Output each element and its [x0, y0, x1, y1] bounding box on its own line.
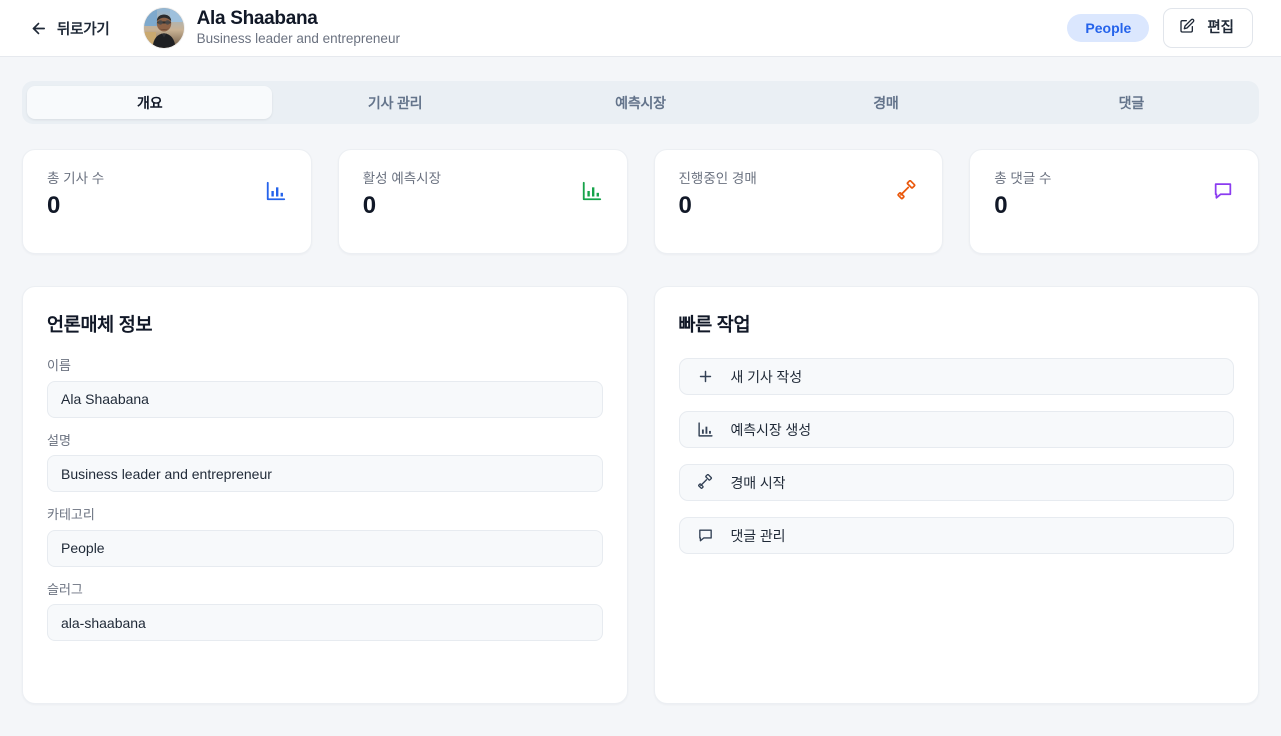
- header-actions: People 편집: [1067, 8, 1253, 48]
- bar-chart-icon: [581, 180, 603, 202]
- stat-label: 총 댓글 수: [994, 171, 1052, 186]
- field-category: 카테고리: [47, 507, 603, 567]
- quick-actions-list: 새 기사 작성 예측시장 생성: [678, 358, 1234, 554]
- name-field[interactable]: [47, 380, 603, 418]
- field-label: 설명: [47, 432, 71, 448]
- bar-chart-icon: [265, 180, 287, 202]
- page-title: Ala Shaabana: [196, 8, 318, 30]
- stat-card-ongoing-auctions: 진행중인 경매 0: [653, 149, 944, 254]
- stat-label: 활성 예측시장: [362, 171, 442, 186]
- panel-title: 언론매체 정보: [47, 314, 153, 335]
- media-info-panel: 언론매체 정보 이름 설명 카테고리 슬러그: [22, 286, 628, 704]
- chat-bubble-icon: [697, 527, 714, 544]
- stat-value: 0: [47, 192, 61, 220]
- tab-auctions[interactable]: 경매: [763, 86, 1008, 119]
- manage-comments-button[interactable]: 댓글 관리: [678, 517, 1234, 554]
- quick-actions-panel: 빠른 작업 새 기사 작성: [653, 286, 1259, 704]
- edit-button-label: 편집: [1207, 19, 1234, 36]
- category-field[interactable]: [47, 529, 603, 567]
- quick-action-label: 댓글 관리: [730, 527, 786, 544]
- field-name: 이름: [47, 358, 603, 418]
- stat-label: 진행중인 경매: [678, 171, 757, 186]
- gavel-icon: [697, 474, 714, 491]
- panels-row: 언론매체 정보 이름 설명 카테고리 슬러그 빠른 작업: [22, 286, 1259, 704]
- back-button[interactable]: 뒤로가기: [28, 14, 112, 43]
- tab-articles[interactable]: 기사 관리: [272, 86, 517, 119]
- arrow-left-icon: [30, 20, 47, 37]
- page-body: 개요 기사 관리 예측시장 경매 댓글 총 기사 수 0 활성 예측시장: [0, 57, 1281, 704]
- quick-action-label: 예측시장 생성: [730, 421, 812, 438]
- status-badge[interactable]: People: [1067, 14, 1150, 42]
- pencil-square-icon: [1179, 18, 1195, 38]
- stat-value: 0: [994, 192, 1008, 220]
- back-button-label: 뒤로가기: [57, 21, 110, 38]
- avatar: [143, 8, 184, 48]
- gavel-icon: [896, 180, 918, 202]
- chat-bubble-icon: [1212, 180, 1234, 202]
- slug-field[interactable]: [47, 604, 603, 642]
- profile-block: Ala Shaabana Business leader and entrepr…: [143, 8, 400, 48]
- panel-title: 빠른 작업: [678, 314, 751, 335]
- stat-card-total-comments: 총 댓글 수 0: [969, 149, 1259, 254]
- field-label: 슬러그: [47, 581, 83, 597]
- description-field[interactable]: [47, 455, 603, 493]
- app-header: 뒤로가기: [0, 0, 1281, 57]
- stat-label: 총 기사 수: [47, 171, 105, 186]
- quick-action-label: 새 기사 작성: [730, 368, 803, 385]
- stat-card-total-articles: 총 기사 수 0: [22, 149, 312, 254]
- new-article-button[interactable]: 새 기사 작성: [678, 358, 1234, 395]
- stats-row: 총 기사 수 0 활성 예측시장 0: [22, 149, 1259, 254]
- stat-value: 0: [362, 192, 377, 220]
- stat-value: 0: [678, 192, 692, 220]
- tab-prediction-markets[interactable]: 예측시장: [518, 86, 763, 119]
- field-description: 설명: [47, 433, 603, 493]
- start-auction-button[interactable]: 경매 시작: [678, 464, 1234, 501]
- tab-overview[interactable]: 개요: [27, 86, 273, 119]
- edit-button[interactable]: 편집: [1163, 8, 1253, 48]
- plus-icon: [697, 368, 714, 385]
- field-slug: 슬러그: [47, 582, 603, 642]
- tab-bar: 개요 기사 관리 예측시장 경매 댓글: [22, 81, 1259, 124]
- bar-chart-icon: [697, 421, 714, 438]
- field-label: 카테고리: [47, 507, 95, 523]
- profile-subtitle: Business leader and entrepreneur: [196, 31, 400, 47]
- quick-action-label: 경매 시작: [730, 474, 786, 491]
- tab-comments[interactable]: 댓글: [1009, 86, 1254, 119]
- create-market-button[interactable]: 예측시장 생성: [678, 411, 1234, 448]
- field-label: 이름: [47, 358, 71, 373]
- stat-card-active-markets: 활성 예측시장 0: [337, 149, 628, 254]
